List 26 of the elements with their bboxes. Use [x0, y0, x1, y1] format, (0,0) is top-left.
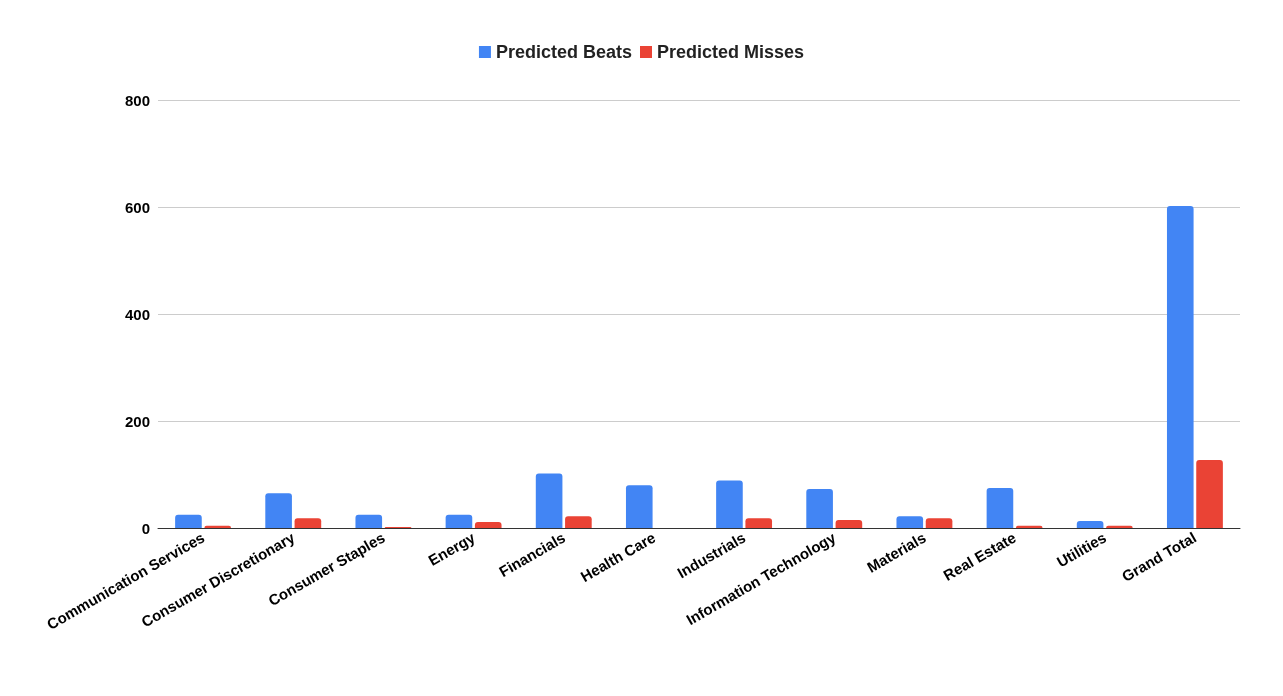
bar — [1076, 521, 1104, 528]
bar — [535, 473, 563, 528]
bar — [294, 518, 322, 528]
legend-label: Predicted Beats — [495, 42, 632, 62]
bar — [175, 514, 202, 528]
bar — [445, 514, 473, 528]
y-tick-label: 800 — [124, 91, 150, 109]
y-tick-label: 0 — [141, 519, 150, 537]
bar — [565, 516, 592, 528]
bar — [745, 518, 773, 528]
y-tick-label: 200 — [124, 412, 150, 430]
bar — [1166, 205, 1194, 528]
bar — [355, 514, 383, 528]
bar — [986, 487, 1014, 528]
legend-label: Predicted Misses — [656, 42, 805, 62]
bar — [716, 480, 743, 528]
bar — [925, 518, 953, 528]
bar — [896, 516, 924, 528]
bar — [625, 485, 653, 528]
y-tick-label: 400 — [124, 305, 150, 323]
y-tick-label: 600 — [124, 198, 150, 216]
bar — [265, 493, 292, 528]
bar — [474, 522, 502, 528]
bar — [835, 519, 863, 528]
bar — [806, 488, 833, 528]
bar — [1196, 460, 1223, 528]
